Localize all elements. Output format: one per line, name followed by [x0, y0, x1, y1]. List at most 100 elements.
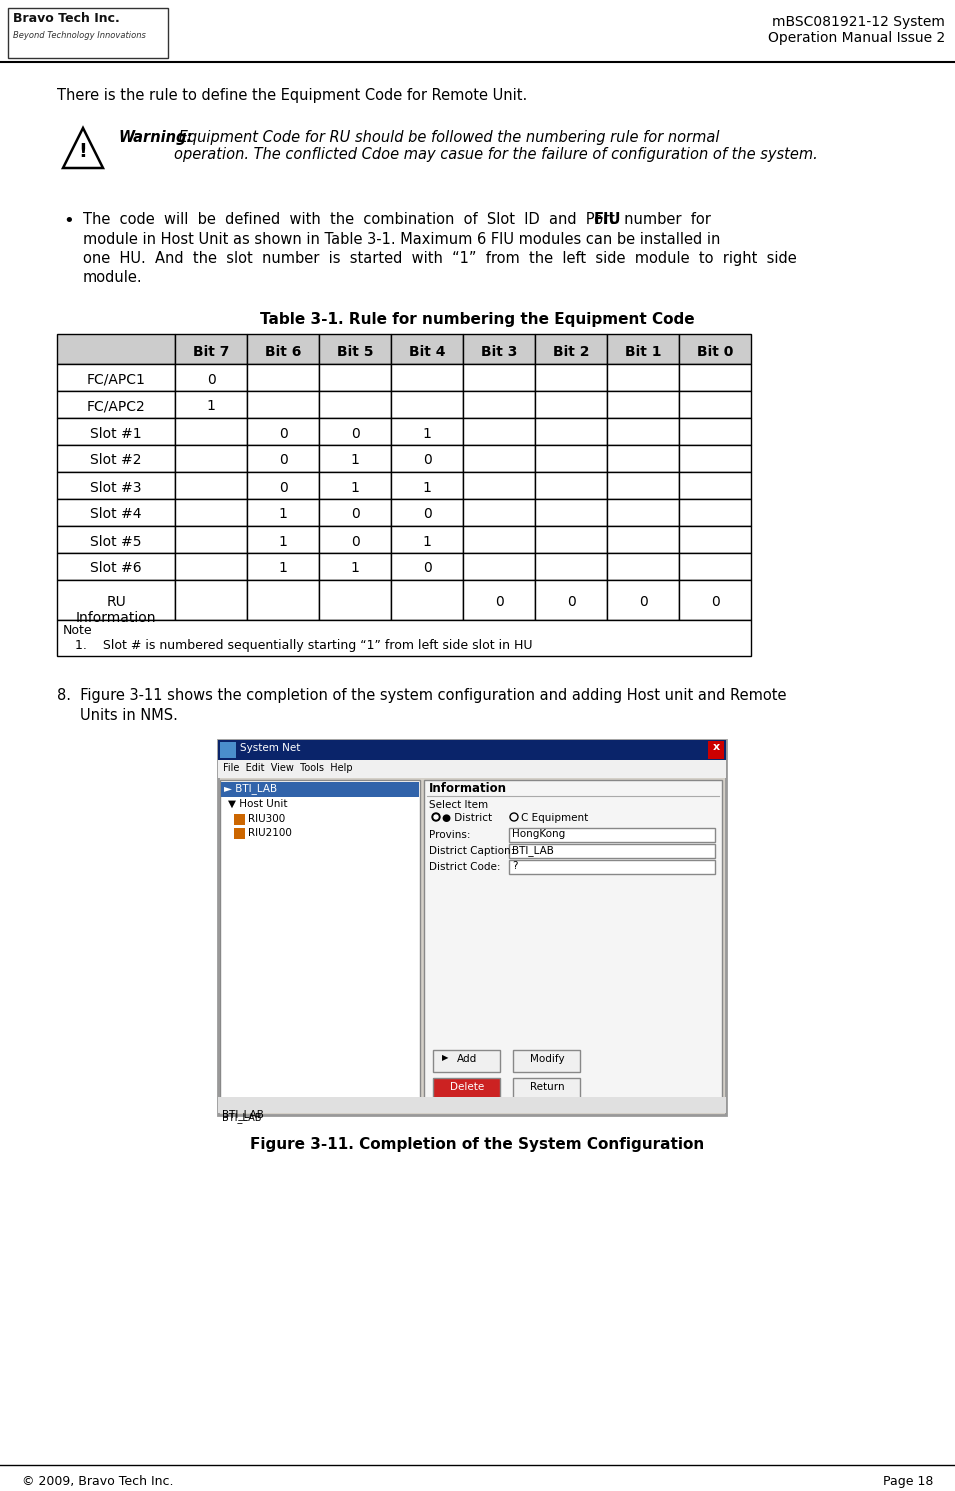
Bar: [679, 526, 751, 553]
Bar: [607, 444, 679, 473]
Bar: [679, 499, 751, 526]
Bar: [319, 334, 391, 364]
Bar: [535, 444, 607, 473]
Bar: [220, 780, 420, 1109]
Bar: [319, 417, 391, 444]
Text: Bit 5: Bit 5: [337, 344, 373, 359]
Bar: [319, 391, 391, 417]
Bar: [247, 473, 319, 499]
Text: module.: module.: [83, 270, 142, 285]
Bar: [247, 526, 319, 553]
Bar: [247, 364, 319, 391]
Bar: [247, 391, 319, 417]
Text: Bit 7: Bit 7: [193, 344, 229, 359]
Bar: [218, 760, 726, 778]
Text: BTI_LAB: BTI_LAB: [222, 1109, 264, 1120]
FancyBboxPatch shape: [433, 1050, 500, 1072]
FancyBboxPatch shape: [8, 7, 168, 58]
Text: Return: Return: [530, 1082, 564, 1091]
Bar: [221, 781, 419, 798]
FancyBboxPatch shape: [513, 1078, 580, 1100]
Bar: [218, 740, 726, 760]
Text: 0: 0: [639, 595, 647, 608]
Bar: [247, 553, 319, 580]
Bar: [679, 473, 751, 499]
Text: 0: 0: [206, 373, 216, 386]
Text: 1: 1: [422, 534, 432, 549]
Bar: [708, 741, 724, 759]
Text: Bravo Tech Inc.: Bravo Tech Inc.: [13, 12, 119, 25]
Text: ► BTI_LAB: ► BTI_LAB: [224, 783, 277, 793]
Bar: [535, 334, 607, 364]
Bar: [535, 580, 607, 620]
Bar: [391, 553, 463, 580]
Text: 0: 0: [566, 595, 575, 608]
Text: BTI_LAB: BTI_LAB: [222, 1112, 262, 1123]
Text: Slot #3: Slot #3: [91, 480, 141, 495]
Text: one  HU.  And  the  slot  number  is  started  with  “1”  from  the  left  side : one HU. And the slot number is started w…: [83, 250, 796, 265]
Bar: [218, 1097, 726, 1112]
Bar: [220, 743, 236, 757]
Text: 0: 0: [711, 595, 719, 608]
Text: Bit 1: Bit 1: [625, 344, 661, 359]
Bar: [535, 473, 607, 499]
Text: Slot #4: Slot #4: [91, 507, 141, 522]
Text: 0: 0: [279, 480, 287, 495]
Bar: [57, 526, 175, 553]
Bar: [463, 499, 535, 526]
Bar: [535, 526, 607, 553]
Bar: [391, 526, 463, 553]
Bar: [607, 417, 679, 444]
Text: BTI_LAB: BTI_LAB: [512, 845, 554, 856]
Text: 1: 1: [350, 453, 359, 468]
Bar: [535, 499, 607, 526]
Bar: [535, 553, 607, 580]
FancyBboxPatch shape: [433, 1078, 500, 1100]
Bar: [319, 364, 391, 391]
Bar: [463, 473, 535, 499]
Bar: [509, 860, 715, 874]
Text: Table 3-1. Rule for numbering the Equipment Code: Table 3-1. Rule for numbering the Equipm…: [260, 312, 694, 327]
Bar: [57, 553, 175, 580]
Text: © 2009, Bravo Tech Inc.: © 2009, Bravo Tech Inc.: [22, 1475, 174, 1488]
Text: Select Item: Select Item: [429, 801, 488, 810]
Text: 1: 1: [422, 480, 432, 495]
Bar: [57, 580, 175, 620]
Text: !: !: [78, 142, 88, 161]
Text: FIU: FIU: [594, 212, 621, 227]
Circle shape: [434, 816, 438, 819]
Text: x: x: [712, 743, 719, 751]
Text: 0: 0: [279, 426, 287, 440]
Bar: [391, 391, 463, 417]
Bar: [463, 526, 535, 553]
Bar: [175, 580, 247, 620]
Bar: [247, 444, 319, 473]
Bar: [463, 334, 535, 364]
Text: 0: 0: [423, 562, 432, 576]
Bar: [175, 334, 247, 364]
Text: 0: 0: [495, 595, 503, 608]
Bar: [175, 364, 247, 391]
Text: District Code:: District Code:: [429, 862, 500, 872]
Circle shape: [432, 813, 440, 822]
Bar: [679, 553, 751, 580]
Text: Units in NMS.: Units in NMS.: [80, 708, 178, 723]
Bar: [247, 580, 319, 620]
Text: Slot #2: Slot #2: [91, 453, 141, 468]
Bar: [175, 553, 247, 580]
Text: Beyond Technology Innovations: Beyond Technology Innovations: [13, 31, 146, 40]
Text: Bit 4: Bit 4: [409, 344, 445, 359]
Bar: [391, 580, 463, 620]
Text: District Caption:: District Caption:: [429, 845, 514, 856]
Text: File  Edit  View  Tools  Help: File Edit View Tools Help: [223, 763, 352, 772]
Text: ?: ?: [512, 860, 518, 871]
Bar: [607, 391, 679, 417]
Text: Equipment Code for RU should be followed the numbering rule for normal
operation: Equipment Code for RU should be followed…: [174, 130, 817, 163]
Text: FC/APC2: FC/APC2: [87, 400, 145, 413]
Bar: [319, 473, 391, 499]
Text: Slot #1: Slot #1: [90, 426, 141, 440]
Bar: [463, 364, 535, 391]
Polygon shape: [63, 128, 103, 168]
Bar: [391, 473, 463, 499]
Text: Information: Information: [429, 781, 507, 795]
